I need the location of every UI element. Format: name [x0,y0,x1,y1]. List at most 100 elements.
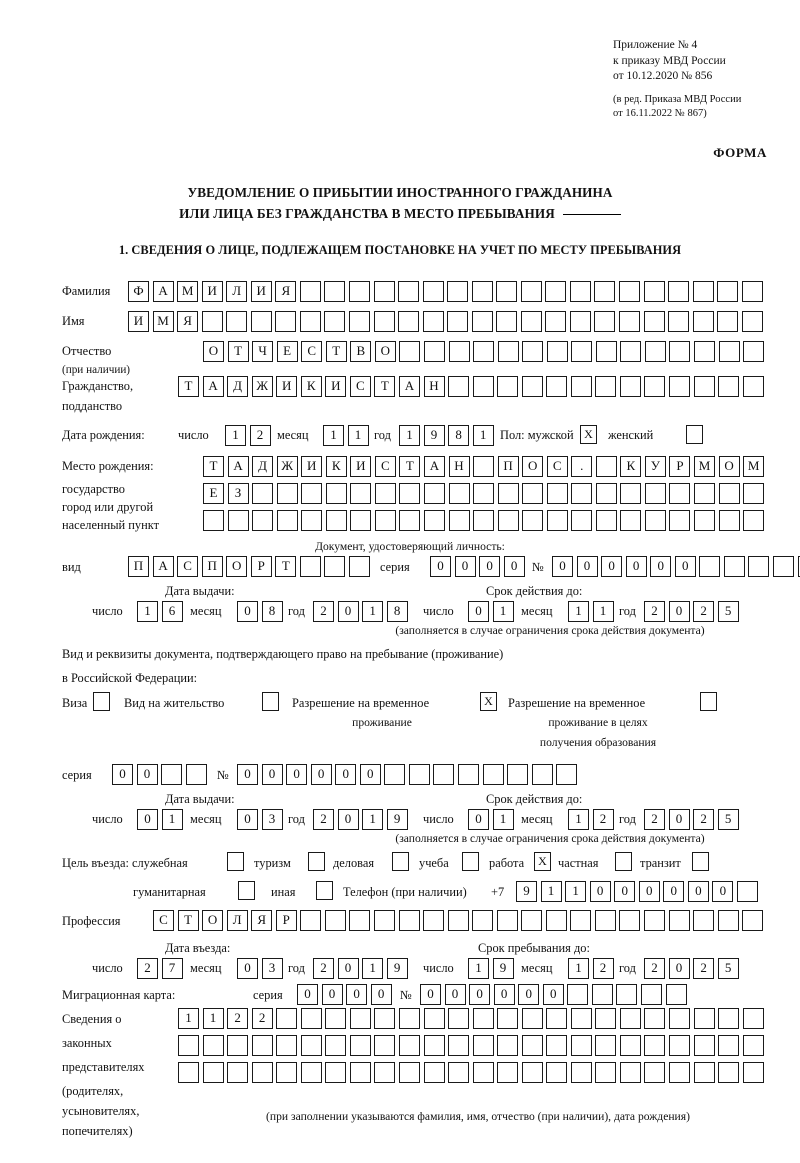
doc-issue-day-cell[interactable]: 1 [137,601,158,622]
profession-cell[interactable] [324,910,346,931]
entry-day-cell[interactable]: 2 [137,958,158,979]
surname-cell[interactable] [471,281,493,302]
citizenship-cell[interactable]: Д [227,376,249,397]
legal-rep-row1-cell[interactable] [595,1008,617,1029]
legal-rep-row1-cell[interactable] [398,1008,420,1029]
legal-rep-row3-cell[interactable] [227,1062,249,1083]
permit-valid-year-cell[interactable]: 2 [644,809,665,830]
surname-cell[interactable] [520,281,542,302]
permit-issue-day-cell[interactable]: 0 [137,809,158,830]
birth-year-cell[interactable]: 8 [448,425,470,446]
profession-cell[interactable]: С [153,910,174,931]
given-name-cell[interactable] [643,311,665,332]
birthplace-row2-cell[interactable] [473,483,495,504]
permit-valid-month-cell[interactable]: 2 [592,809,614,830]
birthplace-row2-cell[interactable] [644,483,666,504]
patronymic-cell[interactable] [473,341,495,362]
legal-rep-row1-cell[interactable] [472,1008,494,1029]
surname-cell[interactable]: А [152,281,174,302]
birthplace-row2-cell[interactable] [252,483,274,504]
profession-cell[interactable] [472,910,494,931]
given-name-cell[interactable] [668,311,690,332]
permit-series-cell[interactable]: 0 [112,764,133,785]
profession-cell[interactable] [717,910,739,931]
surname-cell[interactable]: Я [275,281,297,302]
doc-series-cell[interactable]: 0 [503,556,525,577]
legal-rep-row3-cell[interactable] [202,1062,224,1083]
permit-number-cell[interactable] [408,764,430,785]
given-name-cell[interactable] [250,311,272,332]
entry-year-cell[interactable]: 9 [386,958,408,979]
patronymic-cell[interactable]: Т [227,341,249,362]
profession-cell[interactable] [496,910,518,931]
legal-rep-row2-cell[interactable] [251,1035,273,1056]
birthplace-row2-cell[interactable] [620,483,642,504]
legal-rep-row3-cell[interactable] [669,1062,690,1083]
permit-number-cell[interactable] [507,764,529,785]
profession-cell[interactable] [423,910,445,931]
birth-day-cell[interactable]: 1 [225,425,246,446]
doc-series-cell[interactable]: 0 [430,556,451,577]
birthplace-row1-cell[interactable]: Ж [276,456,298,477]
mcard-number-cell[interactable]: 0 [518,984,540,1005]
profession-cell[interactable] [594,910,616,931]
given-name-cell[interactable]: Я [177,311,199,332]
surname-cell[interactable] [496,281,518,302]
phone-cell[interactable]: 1 [565,881,587,902]
birthplace-row2-cell[interactable] [350,483,372,504]
entry-day-cell[interactable]: 7 [161,958,183,979]
legal-rep-row3-cell[interactable] [325,1062,347,1083]
legal-rep-row3-cell[interactable] [521,1062,543,1083]
doc-series-cell[interactable]: 0 [479,556,501,577]
legal-rep-row1-cell[interactable]: 1 [178,1008,199,1029]
doc-issue-year-cell[interactable]: 0 [337,601,359,622]
birthplace-row3-cell[interactable] [350,510,372,531]
birthplace-row3-cell[interactable] [423,510,445,531]
birthplace-row2-cell[interactable] [423,483,445,504]
profession-cell[interactable] [300,910,322,931]
mcard-number-cell[interactable] [591,984,613,1005]
birthplace-row1-cell[interactable]: Р [669,456,691,477]
legal-rep-row3-cell[interactable] [570,1062,592,1083]
doc-kind-cell[interactable]: Р [250,556,272,577]
birthplace-row2-cell[interactable] [571,483,593,504]
doc-series-cell[interactable]: 0 [454,556,476,577]
permit-valid-day-cell[interactable]: 0 [468,809,489,830]
stay-year-cell[interactable]: 0 [668,958,690,979]
doc-valid-day-cell[interactable]: 0 [468,601,489,622]
birthplace-row3-cell[interactable] [252,510,274,531]
citizenship-cell[interactable]: Т [374,376,396,397]
patronymic-cell[interactable] [423,341,445,362]
legal-rep-row2-cell[interactable] [202,1035,224,1056]
temp-residence-checkbox[interactable]: X [480,692,497,711]
birthplace-row2-cell[interactable] [325,483,347,504]
birthplace-row3-cell[interactable] [718,510,740,531]
birthplace-row2-cell[interactable] [694,483,715,504]
phone-cell[interactable]: 0 [712,881,734,902]
birthplace-row2-cell[interactable] [399,483,421,504]
phone-cell[interactable] [736,881,758,902]
legal-rep-row2-cell[interactable] [178,1035,199,1056]
permit-issue-day-cell[interactable]: 1 [161,809,183,830]
phone-cell[interactable]: 0 [589,881,611,902]
patronymic-cell[interactable]: О [374,341,396,362]
birthplace-row3-cell[interactable] [227,510,249,531]
legal-rep-row2-cell[interactable] [349,1035,371,1056]
doc-kind-cell[interactable] [348,556,370,577]
permit-number-cell[interactable] [433,764,455,785]
profession-cell[interactable] [693,910,715,931]
surname-cell[interactable]: И [201,281,223,302]
surname-cell[interactable] [692,281,714,302]
patronymic-cell[interactable]: В [350,341,372,362]
birthplace-row2-cell[interactable] [595,483,617,504]
surname-cell[interactable]: И [250,281,272,302]
doc-number-cell[interactable]: 0 [576,556,598,577]
legal-rep-row3-cell[interactable] [472,1062,494,1083]
purpose-business-checkbox[interactable] [392,852,409,871]
permit-valid-year-cell[interactable]: 2 [693,809,715,830]
doc-valid-year-cell[interactable]: 2 [644,601,665,622]
citizenship-cell[interactable]: И [276,376,298,397]
legal-rep-row1-cell[interactable]: 1 [202,1008,224,1029]
birthplace-row1-cell[interactable]: Т [203,456,224,477]
surname-cell[interactable] [545,281,567,302]
